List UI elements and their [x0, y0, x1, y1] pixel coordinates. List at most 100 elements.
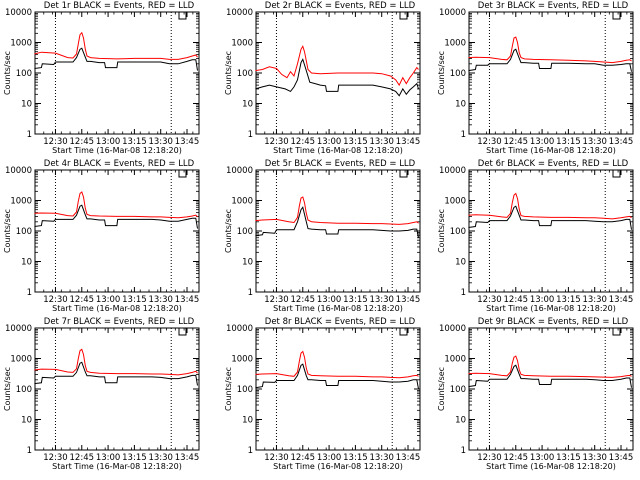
- x-tick-label: 12:45: [291, 295, 316, 305]
- y-tick-label: 1000: [444, 355, 466, 365]
- x-axis-title: Start Time (16-Mar-08 12:18:20): [52, 304, 182, 313]
- series-lld-line: [34, 31, 198, 60]
- y-tick-label: 1000: [231, 355, 253, 365]
- x-tick-label: 12:30: [477, 453, 502, 463]
- x-tick-label: 13:30: [148, 295, 173, 305]
- x-tick-label: 13:15: [556, 295, 581, 305]
- y-tick-label: 1000: [231, 39, 253, 49]
- x-tick-label: 13:30: [369, 137, 394, 147]
- x-tick-label: 13:45: [609, 137, 634, 147]
- x-tick-label: 13:45: [396, 295, 421, 305]
- series-events-line: [34, 204, 198, 229]
- panel-det-3: Det 3r BLACK = Events, RED = LLD 1 10 100 10…: [437, 1, 634, 155]
- panel-title: Det 4r BLACK = Events, RED = LLD: [44, 159, 195, 169]
- x-axis-title: Start Time (16-Mar-08 12:18:20): [273, 304, 403, 313]
- panel-title: Det 9r BLACK = Events, RED = LLD: [478, 317, 629, 327]
- top-marker: [399, 328, 408, 336]
- x-tick-label: 13:15: [122, 137, 147, 147]
- x-tick-label: 13:30: [369, 295, 394, 305]
- y-axis-title: Counts/sec: [437, 367, 446, 411]
- x-tick-label: 13:45: [175, 453, 200, 463]
- y-tick-label: 1: [461, 446, 466, 456]
- x-tick-label: 13:00: [530, 137, 555, 147]
- plot-frame: [255, 327, 421, 451]
- top-marker: [399, 12, 408, 20]
- y-tick-label: 10: [455, 258, 466, 268]
- y-tick-label: 10000: [226, 8, 253, 18]
- series-lld-line: [468, 355, 632, 378]
- y-tick-label: 10: [455, 100, 466, 110]
- y-tick-label: 1: [27, 130, 32, 140]
- top-marker: [612, 170, 621, 178]
- x-tick-label: 13:30: [148, 453, 173, 463]
- y-axis-title: Counts/sec: [3, 209, 12, 253]
- y-tick-label: 100: [16, 385, 32, 395]
- plot-frame: [468, 169, 634, 293]
- y-tick-label: 10000: [5, 166, 32, 176]
- x-axis-title: Start Time (16-Mar-08 12:18:20): [52, 462, 182, 471]
- x-tick-label: 13:15: [556, 137, 581, 147]
- panel-title: Det 1r BLACK = Events, RED = LLD: [44, 1, 195, 11]
- x-tick-label: 12:30: [264, 453, 289, 463]
- x-tick-label: 13:00: [96, 295, 121, 305]
- series-events-line: [468, 205, 632, 230]
- top-marker: [612, 12, 621, 20]
- y-axis-title: Counts/sec: [224, 367, 233, 411]
- y-axis-title: Counts/sec: [224, 209, 233, 253]
- x-tick-label: 13:30: [148, 137, 173, 147]
- series-lld-line: [34, 348, 198, 376]
- x-tick-label: 12:30: [264, 295, 289, 305]
- top-marker: [178, 12, 187, 20]
- panel-title: Det 6r BLACK = Events, RED = LLD: [478, 159, 629, 169]
- series-lld-line: [255, 196, 419, 225]
- x-tick-label: 12:30: [477, 295, 502, 305]
- y-tick-label: 1: [461, 130, 466, 140]
- x-tick-label: 13:45: [175, 295, 200, 305]
- panel-det-9: Det 9r BLACK = Events, RED = LLD 1 10 100 10…: [437, 317, 634, 471]
- y-tick-label: 10: [21, 100, 32, 110]
- y-tick-label: 1000: [444, 197, 466, 207]
- x-tick-label: 12:45: [291, 453, 316, 463]
- y-tick-label: 10: [455, 416, 466, 426]
- x-tick-label: 12:45: [291, 137, 316, 147]
- y-tick-label: 1: [27, 288, 32, 298]
- y-tick-label: 10000: [226, 324, 253, 334]
- y-tick-label: 10000: [439, 166, 466, 176]
- panel-title: Det 2r BLACK = Events, RED = LLD: [265, 1, 416, 11]
- x-tick-label: 13:30: [582, 137, 607, 147]
- x-tick-label: 13:30: [369, 453, 394, 463]
- series-events-line: [468, 364, 632, 388]
- x-tick-label: 13:30: [582, 295, 607, 305]
- y-tick-label: 100: [237, 227, 253, 237]
- panel-det-8: Det 8r BLACK = Events, RED = LLD 1 10 100 10…: [224, 317, 421, 471]
- top-marker: [178, 328, 187, 336]
- x-tick-label: 13:30: [582, 453, 607, 463]
- x-tick-label: 13:00: [530, 295, 555, 305]
- panel-det-4: Det 4r BLACK = Events, RED = LLD 1 10 100 10…: [3, 159, 200, 313]
- series-lld-line: [468, 36, 632, 64]
- y-tick-label: 100: [237, 69, 253, 79]
- y-tick-label: 1000: [444, 39, 466, 49]
- panel-det-7: Det 7r BLACK = Events, RED = LLD 1 10 100 10…: [3, 317, 200, 471]
- y-tick-label: 10: [21, 416, 32, 426]
- plot-frame: [468, 327, 634, 451]
- x-tick-label: 12:45: [504, 453, 529, 463]
- x-tick-label: 13:45: [396, 453, 421, 463]
- panel-title: Det 7r BLACK = Events, RED = LLD: [44, 317, 195, 327]
- series-lld-line: [255, 350, 419, 379]
- series-events-line: [34, 47, 198, 71]
- series-lld-line: [34, 191, 198, 219]
- x-axis-title: Start Time (16-Mar-08 12:18:20): [52, 146, 182, 155]
- series-events-line: [255, 206, 419, 238]
- x-tick-label: 13:15: [343, 295, 368, 305]
- y-axis-title: Counts/sec: [437, 209, 446, 253]
- panel-det-2: Det 2r BLACK = Events, RED = LLD 1 10 100 10…: [224, 1, 421, 155]
- series-events-line: [468, 48, 632, 72]
- y-tick-label: 1: [461, 288, 466, 298]
- top-marker: [399, 170, 408, 178]
- x-tick-label: 12:45: [504, 137, 529, 147]
- x-axis-title: Start Time (16-Mar-08 12:18:20): [273, 462, 403, 471]
- x-tick-label: 12:45: [70, 295, 95, 305]
- x-tick-label: 12:45: [70, 137, 95, 147]
